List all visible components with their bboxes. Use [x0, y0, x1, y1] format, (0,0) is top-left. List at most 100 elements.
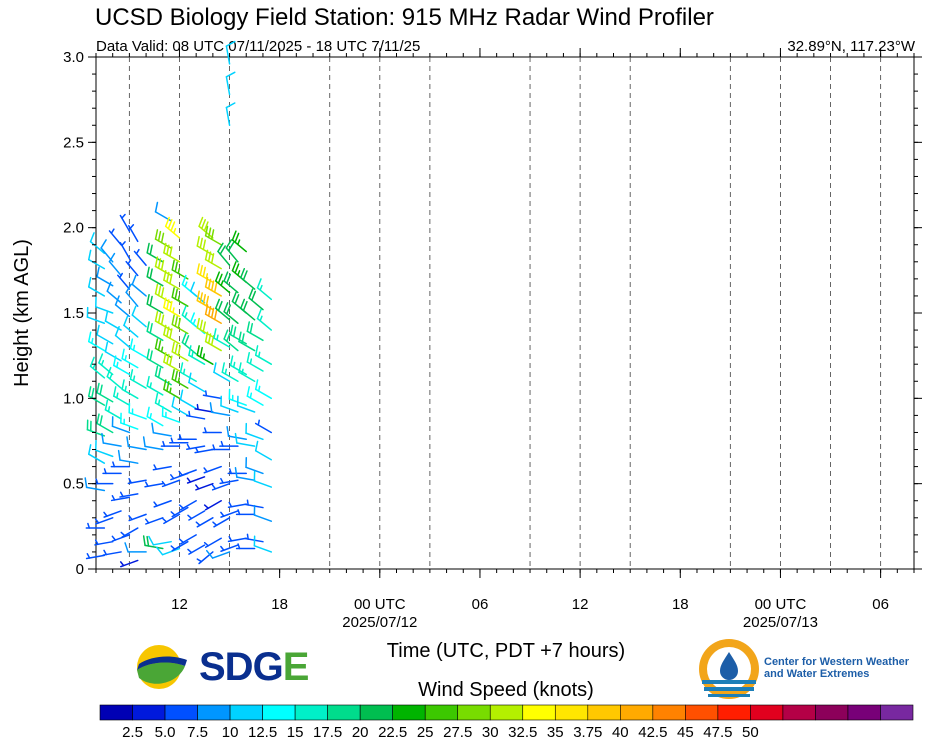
barb-shaft	[88, 286, 106, 297]
barb-full-feather	[88, 249, 92, 261]
wind-barb	[102, 468, 122, 475]
barb-half-feather	[216, 334, 219, 341]
barb-full-feather	[148, 535, 155, 546]
barb-half-feather	[203, 467, 208, 473]
barb-full-feather	[204, 225, 209, 237]
wind-barb	[212, 517, 231, 528]
barb-half-feather	[111, 535, 117, 541]
barb-half-feather	[178, 470, 183, 476]
barb-half-feather	[124, 385, 127, 392]
wind-barb	[113, 386, 131, 406]
barb-full-feather	[163, 351, 167, 363]
barb-full-feather	[213, 309, 218, 321]
barb-shaft	[246, 361, 264, 372]
wind-barb	[179, 362, 197, 383]
wind-barb	[106, 366, 122, 389]
barb-shaft	[106, 290, 122, 304]
barb-full-feather	[100, 239, 107, 249]
barb-shaft	[229, 364, 247, 376]
wind-barb	[213, 328, 231, 348]
barb-half-feather	[119, 561, 125, 567]
barb-full-feather	[242, 300, 248, 312]
barb-full-feather	[231, 291, 237, 303]
barb-full-feather	[129, 369, 134, 380]
colorbar-swatch	[229, 704, 263, 721]
barb-full-feather	[154, 283, 159, 295]
wind-barb	[103, 510, 122, 518]
barb-shaft	[146, 275, 164, 287]
wind-barb	[171, 396, 189, 417]
barb-full-feather	[177, 317, 181, 329]
barb-half-feather	[170, 511, 176, 516]
barb-shaft	[114, 334, 131, 348]
barb-shaft	[225, 247, 239, 263]
barb-shaft	[188, 354, 206, 365]
barb-full-feather	[200, 219, 206, 230]
barb-shaft	[171, 296, 189, 307]
barb-full-feather	[238, 362, 242, 374]
barb-full-feather	[205, 549, 214, 559]
barb-shaft	[254, 450, 273, 461]
barb-half-feather	[160, 346, 164, 353]
barb-full-feather	[154, 256, 159, 268]
wind-barb	[84, 477, 106, 492]
colorbar-label: 7.5	[187, 724, 208, 741]
barb-half-feather	[202, 353, 206, 360]
wind-barb	[217, 242, 231, 266]
barb-half-feather	[132, 344, 136, 351]
x-axis-title: Time (UTC, PDT +7 hours)	[387, 640, 625, 662]
barb-shaft	[204, 340, 222, 352]
colorbar-label: 12.5	[248, 724, 277, 741]
wind-barb	[171, 369, 189, 389]
barb-shaft	[95, 449, 114, 458]
barb-full-feather	[225, 102, 236, 109]
barb-half-feather	[186, 443, 191, 450]
barb-shaft	[211, 411, 231, 417]
barb-full-feather	[166, 381, 170, 392]
wind-barb	[163, 379, 181, 400]
barb-half-feather	[212, 521, 218, 527]
wind-barb	[195, 517, 214, 528]
barb-half-feather	[103, 511, 108, 517]
barb-half-feather	[187, 548, 193, 554]
barb-half-feather	[191, 351, 194, 358]
barb-full-feather	[149, 268, 153, 280]
barb-full-feather	[149, 295, 153, 307]
barb-full-feather	[199, 264, 203, 276]
y-axis: 0 0.5 1.0 1.5 2.0 2.5 3.0	[63, 49, 922, 578]
barb-half-feather	[259, 315, 263, 322]
wind-barb	[95, 296, 114, 314]
barb-full-feather	[179, 362, 184, 374]
barb-half-feather	[127, 259, 132, 265]
y-tick-label: 2.5	[63, 134, 84, 151]
barb-full-feather	[129, 338, 134, 350]
barb-full-feather	[249, 323, 254, 334]
wind-barb	[101, 432, 122, 447]
barb-shaft	[88, 340, 106, 352]
wind-barb	[215, 271, 231, 294]
barb-shaft	[171, 405, 189, 417]
barb-shaft	[245, 466, 264, 475]
barb-half-feather	[172, 307, 175, 314]
wind-barb	[202, 427, 222, 434]
barb-half-feather	[170, 474, 175, 480]
barb-shaft	[85, 486, 106, 492]
barb-half-feather	[232, 361, 236, 368]
barb-shaft	[171, 351, 189, 362]
barb-half-feather	[169, 387, 172, 394]
wind-barb	[223, 271, 239, 294]
wind-barb	[95, 439, 114, 458]
wind-barb	[253, 504, 273, 522]
station-location: 32.89°N, 117.23°W	[787, 38, 915, 55]
barb-half-feather	[182, 368, 186, 375]
wind-barb	[188, 372, 206, 393]
barb-half-feather	[94, 539, 99, 546]
barb-half-feather	[220, 511, 225, 517]
barb-full-feather	[96, 413, 100, 425]
barb-full-feather	[124, 542, 129, 553]
barb-shaft	[171, 323, 189, 335]
x-tick-label: 18	[672, 596, 689, 613]
barb-full-feather	[171, 369, 175, 380]
barb-full-feather	[106, 281, 112, 292]
barb-full-feather	[196, 317, 200, 329]
